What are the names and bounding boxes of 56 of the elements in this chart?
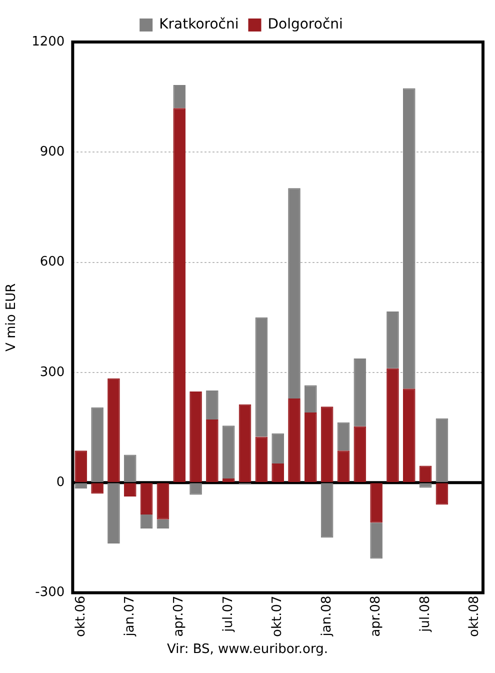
x-tick-label: okt.06 xyxy=(73,596,88,638)
legend-label: Kratkoročni xyxy=(159,16,239,33)
bar xyxy=(255,317,268,437)
y-tick-label: 1200 xyxy=(32,34,65,50)
bar xyxy=(402,88,416,389)
y-tick-label: 0 xyxy=(56,474,65,490)
bar xyxy=(238,404,252,482)
x-tick-label: jul.07 xyxy=(220,596,236,633)
bar xyxy=(206,390,218,420)
bar xyxy=(320,406,334,482)
text: Vir: BS, www.euribor.org. xyxy=(166,642,330,657)
bar xyxy=(402,388,416,482)
legend-label: Dolgoročni xyxy=(268,16,343,33)
bar xyxy=(337,422,350,451)
bar xyxy=(140,483,153,515)
bar xyxy=(272,433,284,464)
bar xyxy=(190,392,202,482)
bar xyxy=(288,398,300,482)
y-tick-label: 900 xyxy=(40,144,65,160)
bar xyxy=(173,84,186,108)
bar xyxy=(370,483,382,523)
bar xyxy=(320,483,334,538)
bar xyxy=(222,478,235,482)
bar xyxy=(222,426,235,479)
bar xyxy=(156,483,170,520)
bar xyxy=(304,412,317,482)
y-tick-label: 600 xyxy=(40,254,65,270)
bar xyxy=(74,450,88,482)
x-tick-label: jan.07 xyxy=(122,596,138,638)
bar xyxy=(255,436,268,482)
bar xyxy=(124,454,136,482)
bar xyxy=(288,188,300,399)
x-tick-label: jul.08 xyxy=(418,596,433,633)
x-tick-label: apr.08 xyxy=(368,596,384,637)
bar xyxy=(108,378,120,482)
bar xyxy=(370,522,382,559)
y-tick-label: -300 xyxy=(35,585,65,600)
bar xyxy=(436,483,448,505)
bar xyxy=(436,418,448,482)
bar xyxy=(354,358,366,426)
bar xyxy=(74,483,88,488)
y-axis-title: V mio EUR xyxy=(4,283,20,352)
bar xyxy=(386,368,399,482)
bar xyxy=(337,450,350,482)
bar xyxy=(206,419,218,482)
bar xyxy=(173,108,186,482)
x-tick-label: apr.07 xyxy=(172,596,187,637)
x-tick-label: okt.07 xyxy=(270,596,286,638)
x-tick-label: jan.08 xyxy=(319,596,334,638)
bar xyxy=(354,426,366,482)
x-tick-label: okt.08 xyxy=(467,596,482,638)
y-tick-label: 300 xyxy=(40,364,65,380)
bar xyxy=(304,385,317,412)
bar xyxy=(91,407,104,482)
bar xyxy=(108,483,120,544)
bar xyxy=(386,312,399,368)
